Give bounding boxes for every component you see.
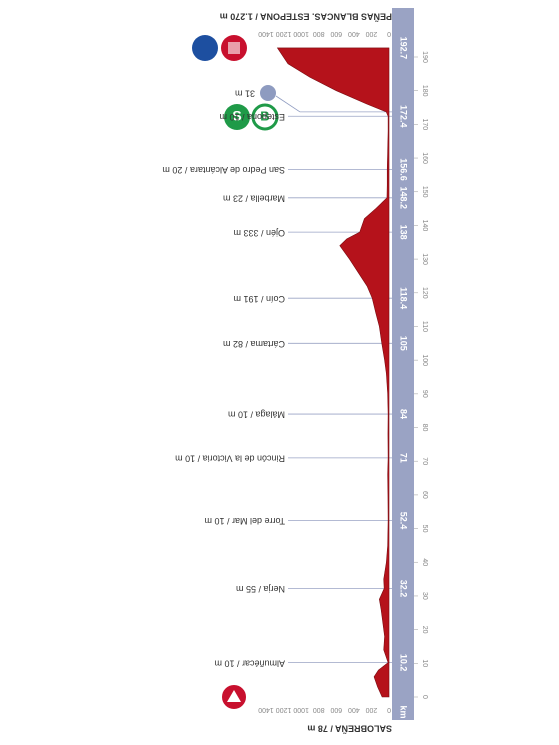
x-tick-label: 30 [421,592,428,600]
x-tick-label: 180 [421,85,428,97]
y-tick-label: 200 [365,706,377,713]
y-tick-label: 400 [348,706,360,713]
place-label: Cártama / 82 m [223,339,285,349]
km-label: 148.2 [399,187,409,210]
y-tick-label: 0 [387,706,391,713]
km-axis-bar [392,8,414,720]
km-label: 84 [399,409,409,419]
x-tick-label: 80 [421,424,428,432]
x-tick-label: 20 [421,626,428,634]
y-tick-label-top: 800 [313,30,325,37]
y-tick-label: 1200 [276,706,292,713]
y-tick-label-top: 1200 [276,30,292,37]
km-label: 118.4 [399,287,409,309]
x-tick-label: 150 [421,186,428,198]
elevation-area [276,47,390,698]
x-tick-label: 190 [421,51,428,63]
x-tick-label: 130 [421,253,428,265]
km-label: 105 [399,336,409,351]
y-tick-label-top: 400 [348,30,360,37]
x-tick-label: 90 [421,390,428,398]
y-tick-label: 1400 [258,706,274,713]
x-tick-label: 170 [421,119,428,131]
place-label: Ojén / 333 m [233,228,285,238]
place-label: Coín / 191 m [233,294,285,304]
x-tick-label: 0 [421,695,428,699]
y-tick-label-top: 1000 [293,30,309,37]
km-label: 32.2 [399,580,409,598]
y-tick-label-top: 0 [387,30,391,37]
y-tick-label: 800 [313,706,325,713]
finish-label: PEÑAS BLANCAS. ESTEPONA / 1.270 m [220,12,392,22]
y-tick-label: 600 [330,706,342,713]
km-label: 172.4 [399,105,409,128]
km-label: 156.6 [399,158,409,181]
place-label: Torre del Mar / 10 m [204,516,285,526]
sprint-icon-letter: S [232,108,241,124]
finish-icon [192,35,218,61]
x-tick-label: 120 [421,287,428,299]
place-label: San Pedro de Alcántara / 20 m [162,165,285,175]
x-tick-label: 10 [421,659,428,667]
place-label: Marbella / 23 m [223,193,285,203]
sprint-icon [224,104,250,130]
km-label: 10.2 [399,654,409,672]
y-tick-label-top: 1400 [258,30,274,37]
start-label: SALOBREÑA / 78 m [307,724,392,734]
km-label: 52.4 [399,512,409,530]
km-label: 192.7 [399,37,409,60]
y-tick-label-top: 600 [330,30,342,37]
start-icon-triangle [227,690,241,702]
x-tick-label: 40 [421,558,428,566]
place-label: Nerja / 55 m [236,584,285,594]
x-tick-label: 100 [421,354,428,366]
climb-leader [275,95,301,113]
place-label: Rincón de la Victoria / 10 m [175,453,285,463]
x-tick-label: 140 [421,220,428,232]
y-tick-label-top: 200 [365,30,377,37]
x-tick-label: 160 [421,152,428,164]
climb-icon [258,83,278,103]
x-axis-label: km [399,705,409,718]
km-label: 71 [399,453,409,463]
bonus-icon-letter: B [260,108,269,123]
place-label: Almuñécar / 10 m [214,658,285,668]
x-tick-label: 60 [421,491,428,499]
finish-flag-check [228,42,240,54]
x-tick-label: 50 [421,525,428,533]
y-tick-label: 1000 [293,706,309,713]
bonus-icon [251,103,279,131]
place-label: Estepona / 10 m [219,112,285,122]
x-tick-label: 70 [421,457,428,465]
x-tick-label: 110 [421,321,428,332]
place-label: Málaga / 10 m [228,410,285,420]
climb-label: 31 m [235,89,255,99]
km-label: 138 [399,225,409,240]
